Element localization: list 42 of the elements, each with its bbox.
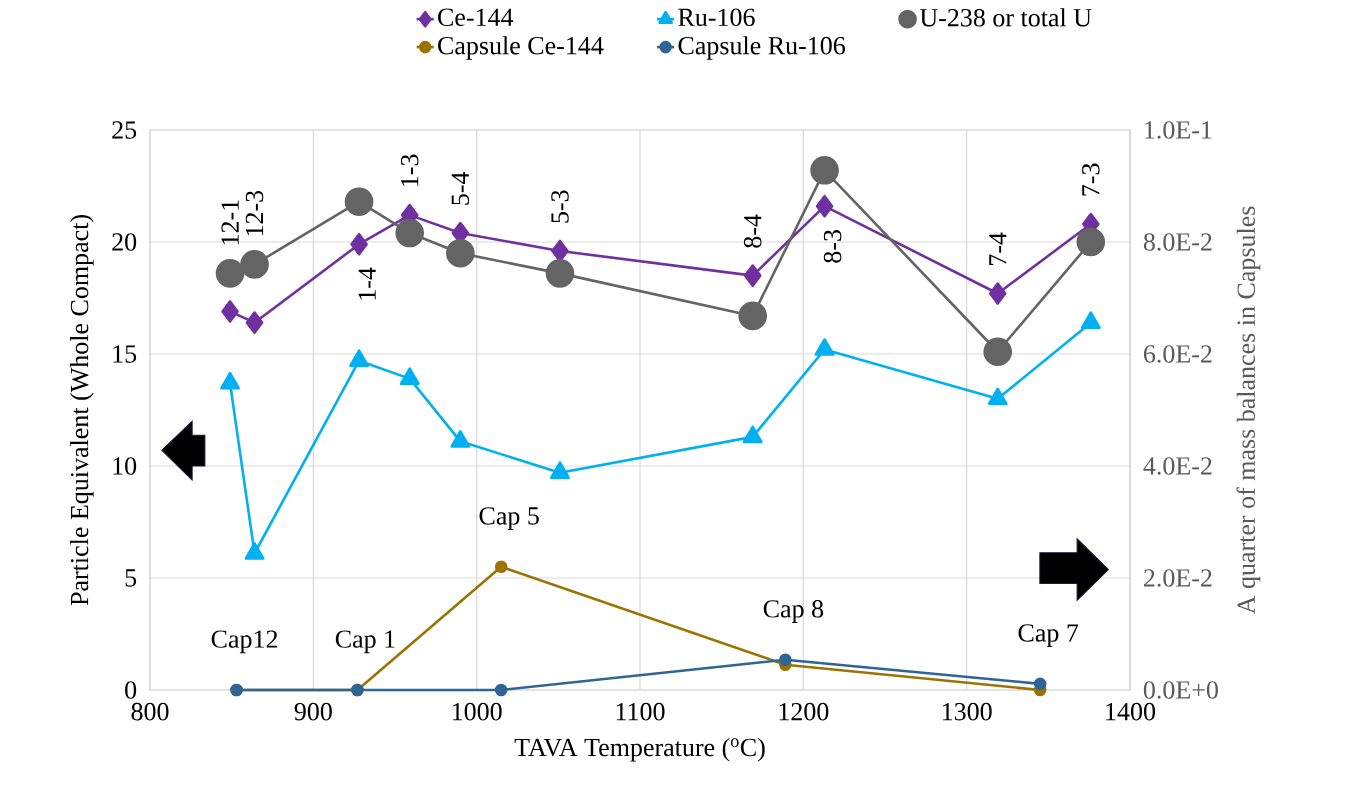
legend-label: Capsule Ru-106 (678, 36, 845, 60)
annotation: Cap 5 (479, 507, 539, 530)
x-tick-label: 800 (131, 702, 169, 721)
x-tick-label: 1200 (779, 702, 829, 721)
x-tick-label: 1300 (942, 702, 992, 721)
x-tick-label: 1100 (616, 702, 665, 721)
x-tick-label: 1000 (452, 702, 502, 721)
annotation: 7-4 (989, 232, 1007, 265)
y2-tick-label: 8.0E-2 (1143, 233, 1212, 251)
annotation: 1-4 (358, 267, 376, 300)
x-tick-label: 900 (294, 702, 332, 721)
legend-label: Capsule Ce-144 (438, 36, 604, 60)
x-axis-title: TAVA Temperature ($^{o}$C) (514, 737, 765, 762)
annotation: 12-3 (245, 190, 264, 236)
annotation: 7-3 (1082, 163, 1100, 196)
annotation: Cap12 (211, 630, 278, 654)
legend-label: Ru-106 (678, 8, 755, 27)
annotation: Cap 1 (335, 630, 395, 654)
annotation: Cap 8 (763, 600, 824, 623)
y-tick-label: 15 (113, 345, 137, 363)
annotation: 5-4 (451, 171, 470, 205)
annotation: Cap 7 (1018, 624, 1079, 647)
annotation: 12-1 (221, 200, 239, 245)
y2-tick-label: 1.0E-1 (1145, 121, 1212, 139)
y2-tick-label: 2.0E-2 (1144, 569, 1212, 587)
y2-tick-label: 0.0E+0 (1143, 681, 1218, 699)
x-tick-label: 1400 (1106, 702, 1156, 721)
y-tick-label: 5 (125, 569, 137, 587)
y2-tick-label: 6.0E-2 (1143, 345, 1212, 363)
y2-tick-label: 4.0E-2 (1143, 457, 1212, 475)
annotation: 1-3 (400, 154, 419, 186)
y-tick-label: 10 (113, 457, 137, 475)
annotation: 5-3 (551, 190, 569, 223)
y-axis-title: Particle Equivalent (Whole Compact) (70, 215, 94, 606)
annotation: 8-4 (743, 214, 762, 248)
y-tick-label: 0 (125, 681, 137, 699)
legend-label: Ce-144 (438, 8, 514, 27)
legend-label: U-238 or total U (919, 8, 1092, 27)
y-tick-label: 25 (112, 121, 137, 139)
y2-axis-title: A quarter of mass balances in Capsules (1236, 206, 1261, 615)
annotation: 8-3 (823, 230, 842, 263)
y-tick-label: 20 (112, 233, 137, 251)
